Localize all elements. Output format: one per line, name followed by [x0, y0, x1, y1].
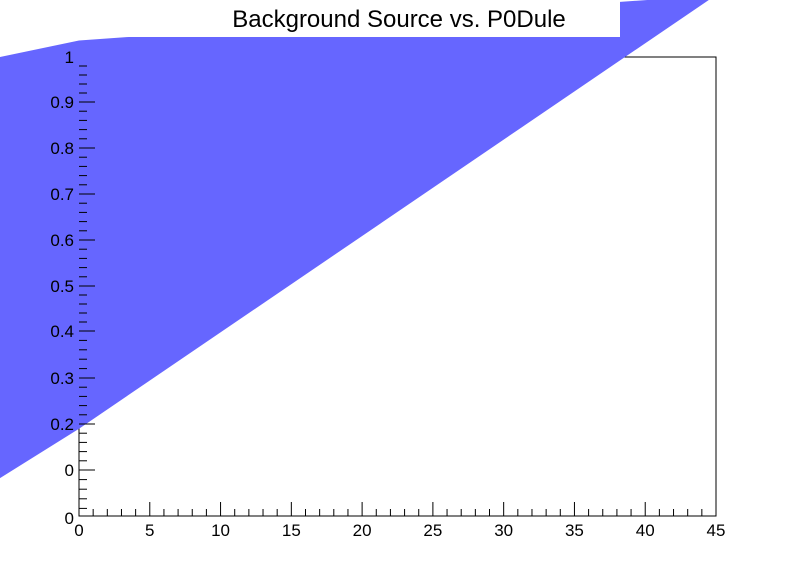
y-tick-label: 0.3 [50, 369, 74, 388]
y-tick-label: 1 [65, 48, 74, 67]
y-tick-label: 0 [65, 509, 74, 528]
y-tick-label: 0.8 [50, 139, 74, 158]
x-axis: 0 5 10 15 20 25 30 35 40 45 [74, 502, 725, 540]
y-tick-label: 0 [65, 461, 74, 480]
y-tick-label: 0.7 [50, 185, 74, 204]
chart-title: Background Source vs. P0Dule [232, 6, 566, 33]
y-axis: 0 0 0.2 0.3 0.4 0.5 0.6 0.7 0.8 0.9 1 [50, 48, 95, 528]
y-tick-label: 0.2 [50, 415, 74, 434]
x-tick-label: 25 [423, 521, 442, 540]
title-box [79, 0, 620, 37]
y-tick-label: 0.5 [50, 277, 74, 296]
y-tick-label: 0.6 [50, 231, 74, 250]
area-series-0 [0, 0, 709, 479]
x-tick-label: 20 [353, 521, 372, 540]
x-tick-label: 40 [636, 521, 655, 540]
x-tick-label: 35 [565, 521, 584, 540]
area-fill-layer [0, 0, 709, 479]
x-tick-label: 0 [74, 521, 83, 540]
y-tick-label: 0.4 [50, 322, 74, 341]
x-tick-label: 30 [494, 521, 513, 540]
y-tick-label: 0.9 [50, 93, 74, 112]
x-tick-label: 5 [145, 521, 154, 540]
x-tick-label: 10 [211, 521, 230, 540]
x-tick-label: 15 [282, 521, 301, 540]
x-tick-label: 45 [707, 521, 726, 540]
